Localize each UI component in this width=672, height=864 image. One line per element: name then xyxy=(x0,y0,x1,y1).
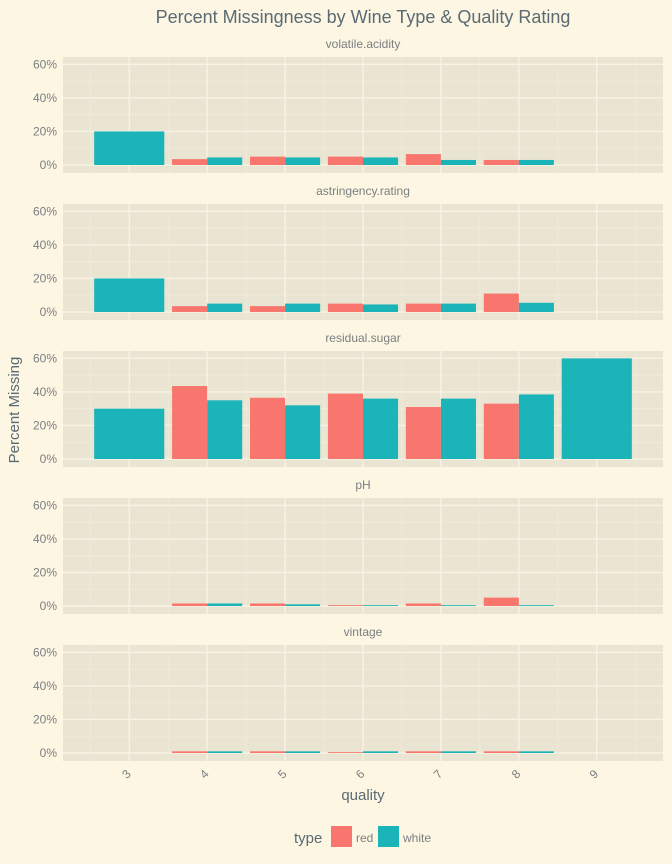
bar-white xyxy=(440,303,476,312)
bar-red xyxy=(327,752,363,753)
y-tick-label: 40% xyxy=(33,385,57,399)
bar-white xyxy=(518,394,554,459)
bar-red xyxy=(483,751,519,753)
bar-red xyxy=(327,393,363,459)
bar-white xyxy=(363,304,399,312)
bar-red xyxy=(172,603,208,606)
y-tick-label: 20% xyxy=(33,124,57,138)
x-tick-label: 4 xyxy=(197,767,212,782)
facet-label: residual.sugar xyxy=(325,331,400,345)
bar-red xyxy=(483,293,519,312)
bar-white xyxy=(440,751,476,753)
bar-white xyxy=(207,400,243,459)
y-tick-label: 40% xyxy=(33,91,57,105)
legend-title: type xyxy=(294,830,322,847)
y-tick-label: 0% xyxy=(40,746,58,760)
bar-red xyxy=(250,306,286,312)
bar-white xyxy=(518,751,554,753)
legend-swatch-red xyxy=(331,826,352,847)
bar-white xyxy=(363,751,399,753)
bar-white xyxy=(440,605,476,606)
bar-white xyxy=(518,605,554,606)
x-tick-label: 6 xyxy=(353,767,368,782)
y-tick-label: 60% xyxy=(33,351,57,365)
y-tick-label: 20% xyxy=(33,565,57,579)
bar-red xyxy=(172,306,208,312)
bar-white xyxy=(285,303,321,312)
bar-red xyxy=(483,159,519,165)
y-tick-label: 0% xyxy=(40,599,58,613)
legend-label-white: white xyxy=(402,831,431,845)
legend-label-red: red xyxy=(356,831,373,845)
bar-white xyxy=(363,157,399,165)
bar-red xyxy=(250,397,286,459)
x-tick-label: 9 xyxy=(587,767,602,782)
bar-red xyxy=(405,751,441,753)
x-tick-label: 8 xyxy=(509,767,524,782)
bar-white xyxy=(285,157,321,165)
y-tick-label: 0% xyxy=(40,158,58,172)
y-tick-label: 60% xyxy=(33,204,57,218)
bar-red xyxy=(405,154,441,165)
y-tick-label: 60% xyxy=(33,57,57,71)
y-tick-label: 20% xyxy=(33,418,57,432)
bar-white xyxy=(207,157,243,165)
bar-red xyxy=(172,386,208,459)
x-axis-label: quality xyxy=(341,787,385,804)
y-tick-label: 40% xyxy=(33,238,57,252)
bar-red xyxy=(172,751,208,753)
bar-white xyxy=(561,358,632,459)
facet-label: pH xyxy=(355,478,370,492)
y-tick-label: 0% xyxy=(40,452,58,466)
bar-white xyxy=(518,302,554,312)
x-tick-label: 5 xyxy=(275,767,290,782)
y-axis-label: Percent Missing xyxy=(6,357,23,464)
bar-red xyxy=(327,605,363,606)
bar-red xyxy=(250,603,286,606)
bar-red xyxy=(405,303,441,312)
x-tick-label: 7 xyxy=(431,767,446,782)
y-tick-label: 0% xyxy=(40,305,58,319)
bar-white xyxy=(94,278,165,312)
y-tick-label: 40% xyxy=(33,532,57,546)
bar-white xyxy=(94,131,165,165)
y-tick-label: 60% xyxy=(33,498,57,512)
y-tick-label: 60% xyxy=(33,645,57,659)
bar-red xyxy=(405,407,441,459)
legend-swatch-white xyxy=(378,826,399,847)
bar-red xyxy=(483,597,519,606)
y-tick-label: 20% xyxy=(33,712,57,726)
bar-white xyxy=(207,603,243,606)
chart-title: Percent Missingness by Wine Type & Quali… xyxy=(156,7,571,27)
bar-red xyxy=(250,156,286,165)
bar-red xyxy=(172,159,208,165)
bar-white xyxy=(363,605,399,606)
bar-red xyxy=(327,303,363,312)
bar-red xyxy=(250,751,286,753)
x-tick-label: 3 xyxy=(119,767,134,782)
bar-white xyxy=(207,751,243,753)
bar-white xyxy=(440,398,476,459)
bar-red xyxy=(327,156,363,165)
y-tick-label: 20% xyxy=(33,271,57,285)
facet-label: volatile.acidity xyxy=(326,37,401,51)
facet-label: vintage xyxy=(344,625,383,639)
bar-red xyxy=(405,603,441,606)
bar-white xyxy=(207,303,243,312)
bar-white xyxy=(518,159,554,165)
bar-white xyxy=(285,604,321,606)
bar-white xyxy=(440,159,476,165)
bar-white xyxy=(285,405,321,459)
facet-label: astringency.rating xyxy=(316,184,410,198)
bar-white xyxy=(285,751,321,753)
bar-white xyxy=(94,408,165,459)
y-tick-label: 40% xyxy=(33,679,57,693)
bar-white xyxy=(363,398,399,459)
bar-red xyxy=(483,403,519,459)
